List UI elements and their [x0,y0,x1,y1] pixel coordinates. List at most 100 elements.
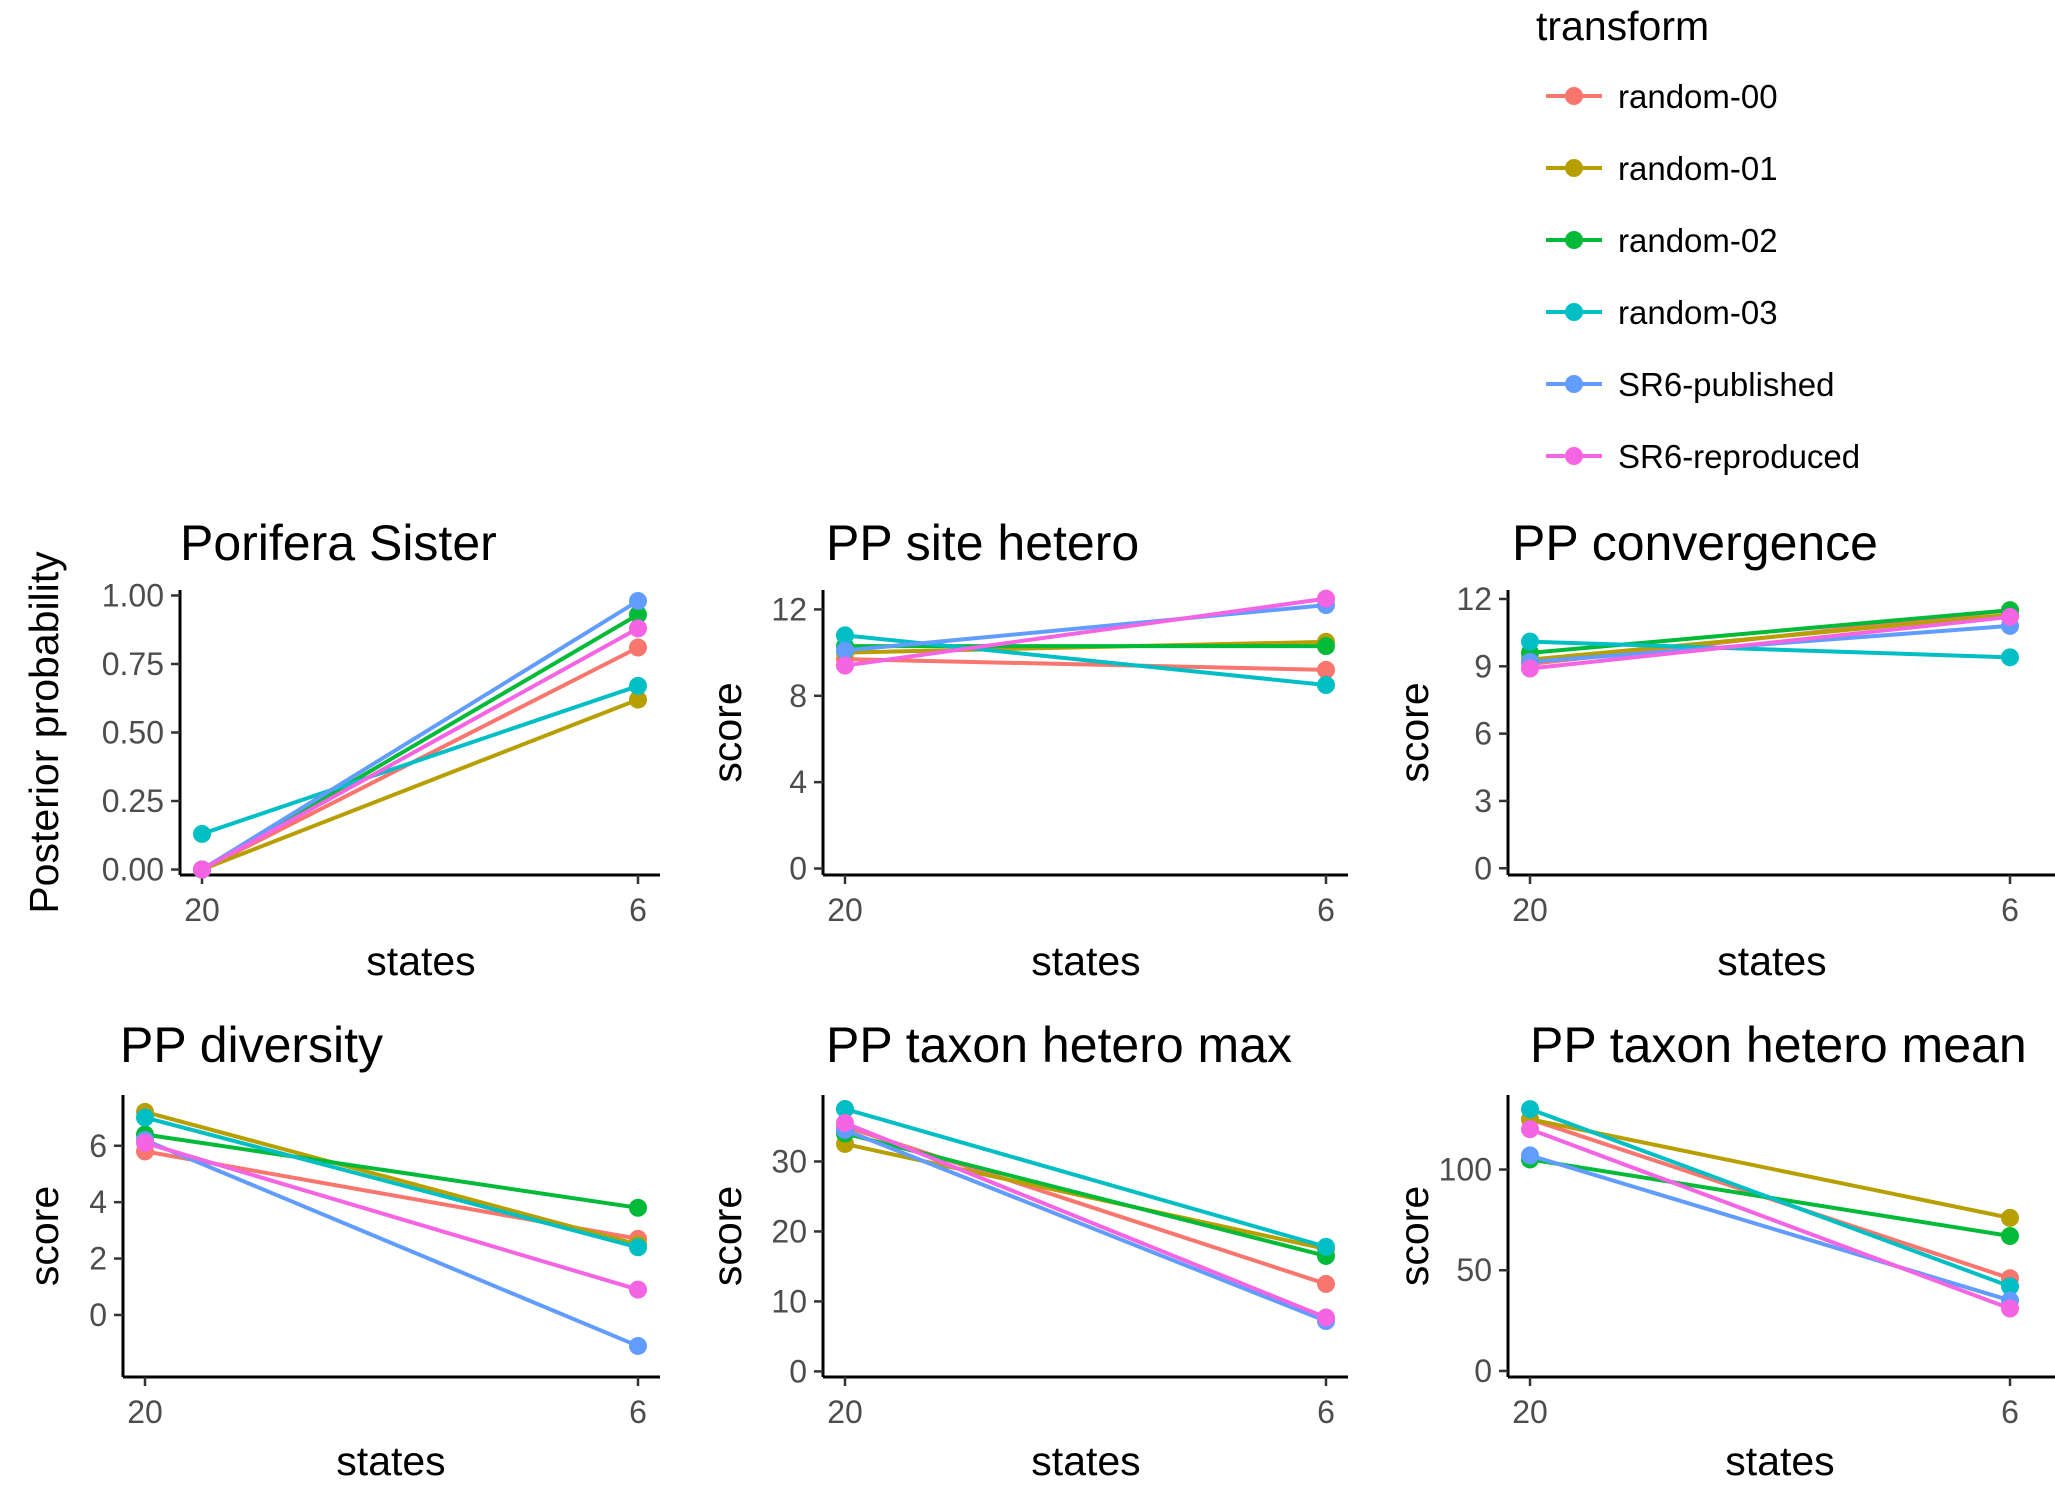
legend-key-point [1565,159,1583,177]
panel-title: PP diversity [120,1017,383,1073]
y-axis-title: score [1391,682,1437,782]
data-point [836,1099,854,1118]
data-point [136,1108,154,1127]
x-axis-title: states [366,938,475,984]
data-point [629,619,647,638]
legend-item: random-01 [1546,150,1778,187]
data-point [629,1238,647,1257]
y-tick-label: 4 [89,1184,107,1220]
series-random-03 [1521,632,2019,667]
series-random-03 [193,676,647,843]
series-random-02 [836,1124,1335,1265]
y-tick-label: 8 [789,678,807,714]
series-SR6-reproduced [1521,607,2019,678]
y-tick-label: 2 [89,1241,107,1277]
legend-label: random-03 [1618,294,1778,331]
data-point [629,605,647,624]
data-point [1317,1237,1335,1256]
legend-label: SR6-published [1618,366,1834,403]
y-tick-label: 0 [1474,850,1492,886]
data-point [836,641,854,660]
y-tick-label: 20 [771,1213,807,1249]
series-line [144,1115,639,1250]
legend-item: random-03 [1546,294,1778,331]
y-tick-label: 12 [1456,581,1492,617]
series-SR6-published [836,1120,1335,1331]
series-line [844,657,1327,672]
series-random-00 [136,1142,647,1248]
data-point [1521,1146,1539,1165]
data-point [836,1113,854,1132]
panel-6: PP taxon hetero mean 0 50 100 20 6 states score [1391,1017,2055,1484]
data-point [629,1336,647,1355]
data-point [2001,1208,2019,1227]
y-tick-label: 4 [789,764,807,800]
data-point [836,626,854,645]
series-SR6-reproduced [1521,1120,2019,1318]
x-tick-label: 6 [629,1394,647,1430]
data-point [1521,1100,1539,1119]
panel-title: PP taxon hetero max [826,1017,1292,1073]
series-line [844,596,1327,668]
series-line [1529,1117,2011,1220]
x-axis-title: states [1031,1438,1140,1484]
data-point [136,1133,154,1152]
legend-key-point [1565,375,1583,393]
data-point [2001,607,2019,626]
data-point [1317,1274,1335,1293]
y-tick-label: 10 [771,1283,807,1319]
data-point [1317,637,1335,656]
y-tick-label: 1.00 [102,577,164,613]
series-line [844,1128,1327,1323]
series-line [201,626,639,872]
x-tick-label: 20 [827,892,863,928]
y-tick-label: 50 [1456,1252,1492,1288]
panel-title: PP convergence [1512,515,1878,571]
series-line [1529,639,2011,660]
series-line [144,1109,639,1247]
data-point [836,656,854,675]
y-tick-label: 0 [789,851,807,887]
legend-title: transform [1536,3,1709,49]
panel-title: PP taxon hetero mean [1530,1017,2027,1073]
data-point [629,1280,647,1299]
series-line [201,684,639,836]
y-tick-label: 9 [1474,648,1492,684]
x-axis-title: states [1717,938,1826,984]
x-tick-label: 20 [184,892,220,928]
panel-3: PP convergence 0 3 6 9 12 20 6 states score [1391,515,2055,984]
data-point [629,591,647,610]
legend-key-point [1565,231,1583,249]
legend-item: random-02 [1546,222,1778,259]
x-tick-label: 20 [127,1394,163,1430]
legend-key-point [1565,447,1583,465]
data-point [629,638,647,657]
series-line [200,599,640,872]
legend-item: SR6-reproduced [1546,438,1860,475]
y-axis-title: score [704,682,750,782]
data-point [1317,1308,1335,1327]
legend-item: SR6-published [1546,366,1834,403]
legend-label: random-02 [1618,222,1778,259]
series-line [1529,1153,2011,1303]
panel-2: PP site hetero 0 4 8 12 20 6 states score [704,515,1348,984]
panel-1: Porifera Sister 0.00 0.25 0.50 0.75 1.00 20 6 st… [21,515,660,984]
data-point [193,824,211,843]
panel-4: PP diversity 0 2 4 6 20 6 states score [21,1017,660,1484]
panel-title: PP site hetero [826,515,1139,571]
x-tick-label: 20 [1512,1394,1548,1430]
series-line [1529,612,2011,662]
series-line [844,1121,1327,1320]
y-tick-label: 0.75 [102,646,164,682]
x-tick-label: 6 [629,892,647,928]
legend-label: random-00 [1618,78,1778,115]
x-axis-title: states [336,1438,445,1484]
x-tick-label: 20 [827,1394,863,1430]
series-SR6-reproduced [836,589,1335,675]
series-line [1529,1107,2011,1289]
series-random-03 [136,1108,647,1257]
legend-label: SR6-reproduced [1618,438,1860,475]
series-random-01 [193,690,647,879]
